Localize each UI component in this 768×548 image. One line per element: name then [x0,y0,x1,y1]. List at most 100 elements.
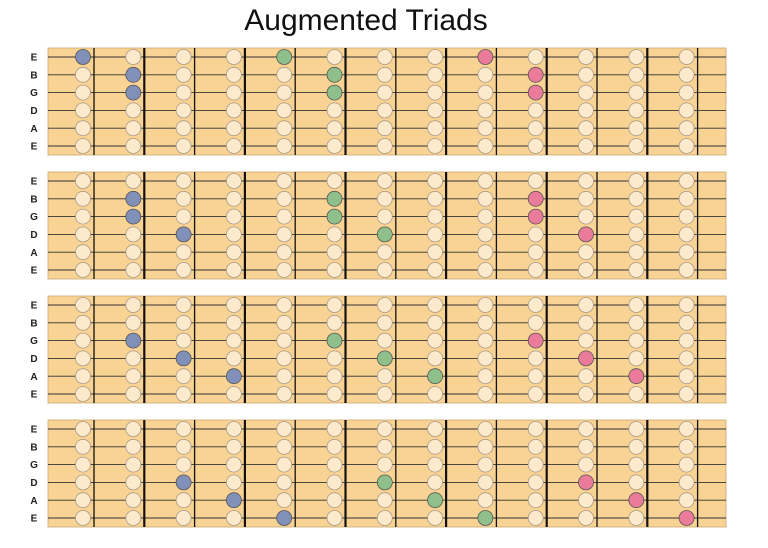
note-position [477,297,494,313]
note-position [276,226,293,243]
note-position [276,297,293,313]
string-label: E [31,425,38,436]
note-position [578,102,594,119]
note-position [175,49,192,65]
note-position [527,138,544,154]
note-position [225,474,242,491]
note-position [578,456,594,473]
note-position [628,208,645,225]
string-label: D [30,354,37,365]
note-position [527,314,544,331]
string-label: A [30,496,37,507]
note-position [276,102,293,119]
note-position [75,173,91,189]
note-position [527,350,544,367]
note-position [427,262,444,278]
note-position [276,350,293,367]
string-label: B [30,70,37,81]
note-position [427,474,444,491]
note-position [326,456,343,473]
note-position [376,190,393,207]
note-position [628,49,645,65]
note-position [326,102,343,119]
note-position [527,474,544,491]
note-highlight [678,510,695,526]
note-position [175,456,192,473]
note-highlight [326,190,343,207]
note-position [75,84,91,101]
note-position [376,421,393,437]
string-label: E [31,142,38,153]
note-position [125,173,142,189]
note-position [678,438,695,455]
note-position [75,492,91,509]
note-position [527,510,544,526]
note-position [376,314,393,331]
note-position [527,226,544,243]
note-position [276,438,293,455]
note-position [75,456,91,473]
note-position [477,368,494,385]
note-highlight [175,474,192,491]
fretboard-body [47,295,727,404]
note-position [225,173,242,189]
note-position [477,120,494,137]
note-position [175,173,192,189]
note-position [175,438,192,455]
note-position [276,244,293,261]
note-position [678,456,695,473]
string-label: D [30,478,37,489]
note-position [376,510,393,526]
note-position [678,120,695,137]
note-position [326,386,343,402]
note-position [477,173,494,189]
note-position [75,190,91,207]
note-position [678,208,695,225]
note-position [578,510,594,526]
note-position [225,138,242,154]
note-position [477,244,494,261]
note-position [477,314,494,331]
note-position [276,84,293,101]
note-position [527,368,544,385]
string-label: E [31,514,38,525]
note-position [678,173,695,189]
note-position [75,510,91,526]
note-highlight [326,66,343,83]
note-highlight [578,474,594,491]
note-position [125,49,142,65]
note-highlight [125,332,142,349]
note-position [376,66,393,83]
note-position [326,226,343,243]
note-highlight [628,492,645,509]
note-position [427,226,444,243]
note-position [376,438,393,455]
note-position [326,244,343,261]
note-highlight [225,368,242,385]
note-position [125,244,142,261]
note-position [427,510,444,526]
note-position [326,510,343,526]
note-position [175,102,192,119]
note-position [578,244,594,261]
note-position [527,297,544,313]
note-position [477,84,494,101]
note-highlight [276,49,293,65]
note-position [276,456,293,473]
note-position [225,386,242,402]
note-position [477,386,494,402]
note-position [376,102,393,119]
note-position [276,138,293,154]
string-label: B [30,442,37,453]
note-position [628,438,645,455]
note-position [376,84,393,101]
note-position [427,173,444,189]
note-position [477,492,494,509]
note-position [678,368,695,385]
note-position [527,438,544,455]
note-position [678,332,695,349]
string-label: A [30,372,37,383]
